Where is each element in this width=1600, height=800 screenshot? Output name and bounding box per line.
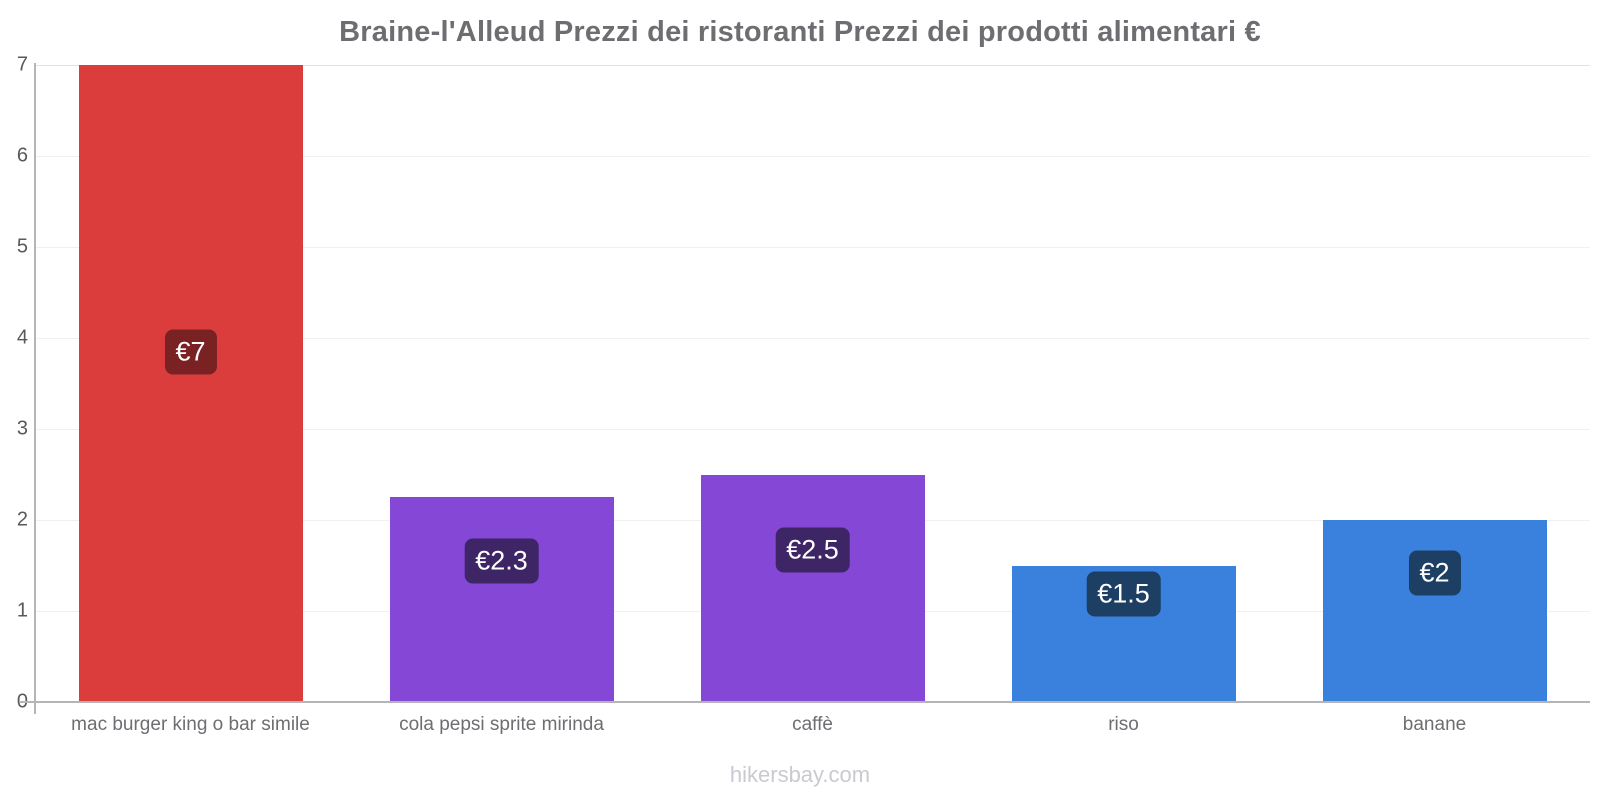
y-tick-label: 4 [16, 326, 28, 349]
y-tick-label: 6 [16, 144, 28, 167]
x-axis-label: caffè [792, 714, 833, 735]
y-tick-label: 5 [16, 235, 28, 258]
bar-5 [1322, 520, 1547, 702]
gridline [35, 65, 1590, 66]
x-axis-label: banane [1402, 714, 1467, 735]
y-tick-label: 7 [16, 53, 28, 76]
chart-title: Braine-l'Alleud Prezzi dei ristoranti Pr… [339, 16, 1261, 48]
x-axis-label: mac burger king o bar simile [71, 714, 310, 735]
bar-2 [389, 497, 614, 702]
value-label: €2 [1408, 550, 1461, 596]
y-tick-label: 2 [16, 508, 28, 531]
bar-3 [700, 474, 925, 702]
x-axis-label: cola pepsi sprite mirinda [399, 714, 604, 735]
value-label: €2.5 [775, 527, 850, 573]
x-axis-line [20, 701, 1590, 703]
value-label: €1.5 [1086, 571, 1161, 617]
y-tick-label: 3 [16, 417, 28, 440]
x-axis-label: riso [1108, 714, 1139, 735]
gridline [35, 338, 1590, 339]
value-label: €2.3 [464, 538, 539, 584]
value-label: €7 [164, 329, 217, 375]
gridline [35, 156, 1590, 157]
gridline [35, 429, 1590, 430]
bar-1 [78, 65, 303, 702]
y-axis-line [34, 63, 36, 714]
footer-watermark: hikersbay.com [729, 762, 871, 787]
y-tick-label: 1 [16, 599, 28, 622]
gridline [35, 247, 1590, 248]
